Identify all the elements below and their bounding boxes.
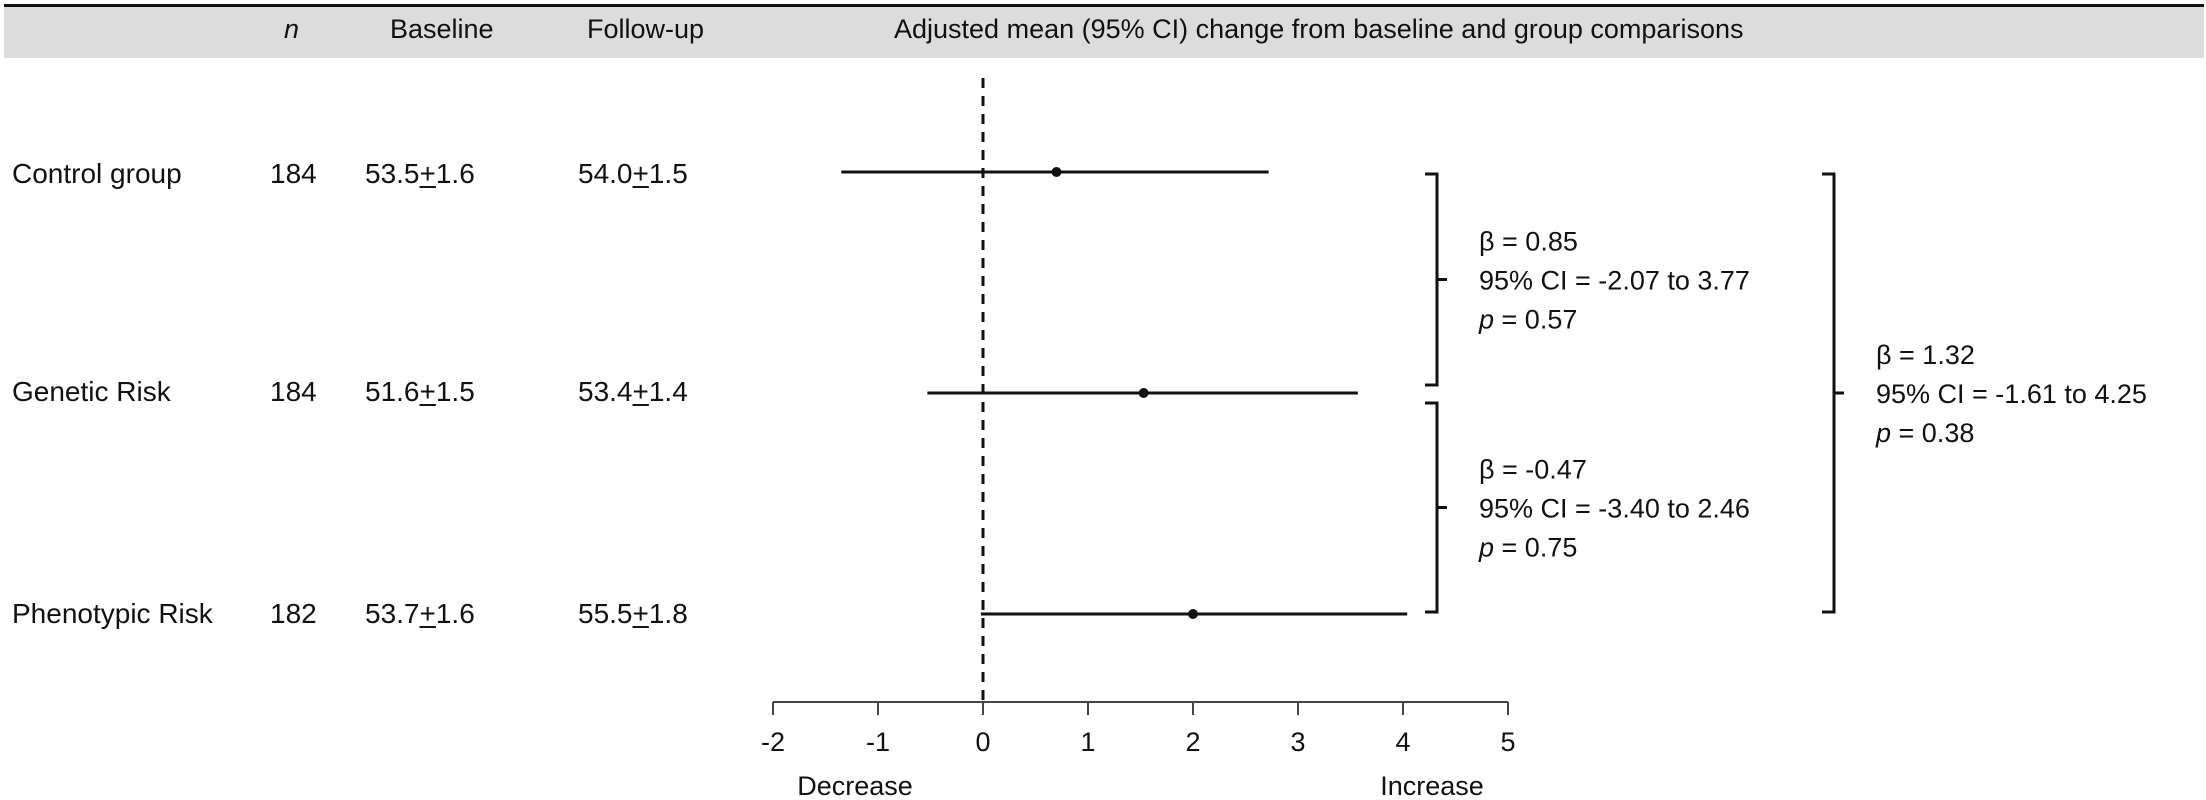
comparison-beta: β = 0.85 [1479, 227, 1578, 257]
comparison-ci: 95% CI = -1.61 to 4.25 [1876, 379, 2147, 409]
row-group-label: Control group [12, 158, 182, 189]
comparison-ci: 95% CI = -2.07 to 3.77 [1479, 266, 1750, 296]
row-followup: 53.4+1.4 [578, 376, 688, 407]
comparison-beta: β = -0.47 [1479, 455, 1587, 485]
axis-left-label: Decrease [797, 771, 913, 800]
point-estimate [1188, 609, 1198, 619]
x-tick-label: -1 [866, 727, 890, 757]
point-estimate [1138, 388, 1149, 398]
header-baseline: Baseline [390, 14, 494, 44]
row-group-label: Genetic Risk [12, 376, 171, 407]
comparison-beta: β = 1.32 [1876, 340, 1975, 370]
row-followup: 55.5+1.8 [578, 598, 688, 629]
x-tick-label: 0 [975, 727, 990, 757]
header-bar [4, 6, 2204, 58]
comparison-bracket [1425, 172, 1447, 387]
x-tick-label: 3 [1290, 727, 1305, 757]
row-baseline: 51.6+1.5 [365, 376, 475, 407]
axis-right-label: Increase [1380, 771, 1484, 800]
row-n: 182 [270, 598, 317, 629]
comparison-p: p = 0.57 [1478, 305, 1577, 335]
x-tick-label: 5 [1500, 727, 1515, 757]
comparison-p: p = 0.75 [1478, 533, 1577, 563]
comparison-p: p = 0.38 [1875, 418, 1974, 448]
header-followup: Follow-up [587, 14, 705, 44]
header-n: n [284, 14, 300, 44]
row-followup: 54.0+1.5 [578, 158, 688, 189]
comparison-bracket [1822, 172, 1844, 614]
row-n: 184 [270, 376, 317, 407]
x-tick-label: 1 [1080, 727, 1095, 757]
comparison-bracket [1425, 401, 1447, 614]
header-rule [4, 4, 2204, 7]
x-tick-label: -2 [761, 727, 785, 757]
row-group-label: Phenotypic Risk [12, 598, 213, 629]
x-tick-label: 4 [1395, 727, 1410, 757]
row-baseline: 53.5+1.6 [365, 158, 475, 189]
x-tick-label: 2 [1185, 727, 1200, 757]
row-n: 184 [270, 158, 317, 189]
comparison-ci: 95% CI = -3.40 to 2.46 [1479, 494, 1750, 524]
header-chart-title: Adjusted mean (95% CI) change from basel… [894, 14, 1744, 44]
point-estimate [1051, 167, 1062, 177]
row-baseline: 53.7+1.6 [365, 598, 475, 629]
